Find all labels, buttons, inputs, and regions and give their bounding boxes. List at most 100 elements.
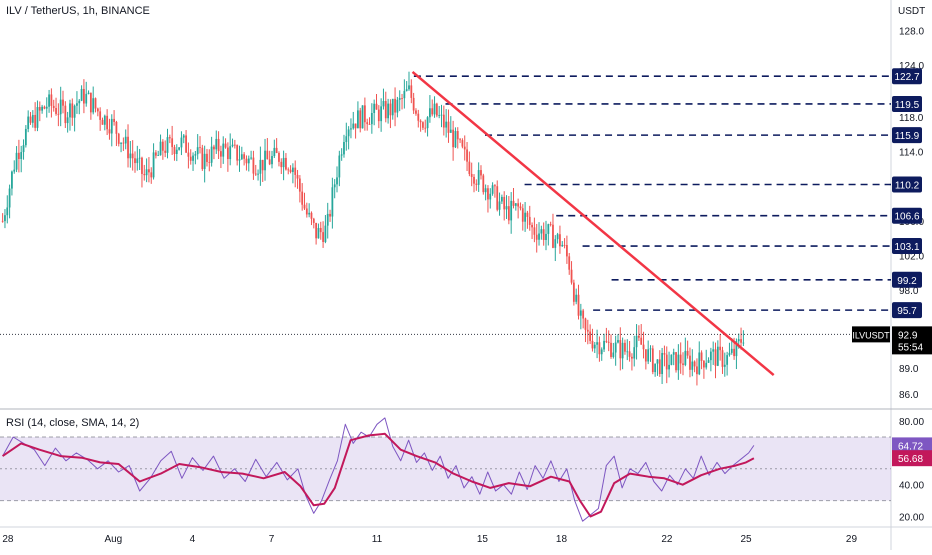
candle-body [572, 282, 575, 302]
candle-body [8, 188, 11, 208]
candle-body [278, 152, 280, 162]
candle-body [329, 213, 331, 217]
candle-body [677, 354, 680, 371]
candle-body [210, 146, 213, 163]
price-axis-tick-label: 98.0 [899, 286, 919, 297]
resistance-level-badge [892, 207, 922, 224]
rsi-indicator-title[interactable]: RSI (14, close, SMA, 14, 2) [6, 417, 140, 429]
price-axis-tick-label: 86.0 [899, 390, 919, 401]
candle-body [705, 362, 708, 368]
candle-body [526, 212, 529, 217]
candle-body [87, 92, 90, 94]
candle-body [27, 116, 30, 129]
candle-body [389, 103, 392, 116]
candle-body [593, 344, 596, 349]
candle-body [698, 352, 701, 375]
candle-body [631, 356, 633, 359]
candle-body [494, 185, 496, 187]
candle-body [373, 103, 376, 113]
candle-body [682, 363, 684, 365]
candle-body [308, 212, 311, 215]
candle-body [684, 350, 687, 365]
candle-body [454, 131, 457, 148]
candle-body [194, 154, 197, 156]
candle-body [447, 121, 450, 133]
candle-body [500, 196, 503, 202]
candle-body [141, 157, 143, 174]
candle-body [215, 138, 218, 150]
candle-body [672, 352, 675, 355]
candle-body [11, 171, 13, 189]
descending-trendline[interactable] [411, 70, 775, 377]
candle-body [412, 97, 415, 111]
candle-body [505, 206, 508, 210]
resistance-level-badge [892, 302, 922, 319]
candle-body [29, 116, 32, 123]
candle-body [377, 109, 380, 122]
candle-body [305, 208, 308, 215]
candle-body [185, 135, 187, 153]
resistance-level-badge [892, 68, 922, 85]
candle-body [43, 106, 46, 109]
candle-body [470, 173, 473, 177]
candle-body [686, 350, 689, 356]
resistance-level-label: 99.2 [897, 276, 917, 287]
candle-body [730, 348, 733, 353]
candle-body [619, 340, 622, 359]
candle-body [66, 117, 69, 124]
candle-body [422, 122, 424, 128]
time-axis-tick-label: 25 [740, 534, 752, 545]
candle-body [719, 346, 722, 351]
candle-body [96, 108, 99, 112]
time-axis-tick-label: 18 [556, 534, 568, 545]
candle-body [226, 147, 229, 160]
rsi-axis-tick-label: 20.00 [899, 512, 924, 523]
time-axis-tick-label: 7 [269, 534, 275, 545]
candle-body [127, 136, 129, 159]
candle-body [612, 352, 615, 357]
candle-body [78, 100, 81, 104]
candle-body [452, 129, 455, 148]
candle-body [489, 193, 492, 200]
candle-body [6, 207, 9, 216]
candle-body [440, 114, 443, 116]
candle-body [716, 346, 719, 366]
candle-body [475, 183, 478, 185]
candle-body [468, 161, 471, 174]
candle-body [252, 157, 255, 174]
candle-body [658, 359, 661, 375]
candle-body [401, 98, 403, 99]
symbol-badge[interactable] [852, 326, 890, 343]
candle-body [635, 335, 638, 348]
candle-body [375, 103, 378, 110]
current-price-badge[interactable] [892, 326, 932, 355]
candle-body [535, 234, 538, 240]
candle-body [575, 294, 578, 302]
candle-body [159, 141, 162, 156]
candle-body [366, 122, 369, 125]
candle-body [4, 215, 6, 222]
candle-body [240, 154, 243, 160]
candle-body [71, 103, 74, 118]
candle-body [324, 225, 327, 242]
candle-body [614, 342, 617, 353]
candle-body [482, 175, 485, 193]
candle-body [714, 349, 717, 366]
candle-body [213, 146, 215, 150]
candle-body [143, 173, 146, 176]
candle-body [301, 191, 304, 205]
candle-body [549, 224, 552, 225]
candle-body [740, 339, 742, 343]
candle-body [510, 200, 513, 221]
candle-body [491, 185, 494, 194]
candle-body [554, 239, 557, 248]
candle-body [131, 153, 134, 159]
candle-body [298, 178, 301, 192]
candle-body [85, 93, 88, 104]
candle-body [208, 162, 211, 163]
candle-body [700, 352, 703, 361]
candle-body [382, 101, 385, 107]
candle-body [148, 169, 150, 173]
